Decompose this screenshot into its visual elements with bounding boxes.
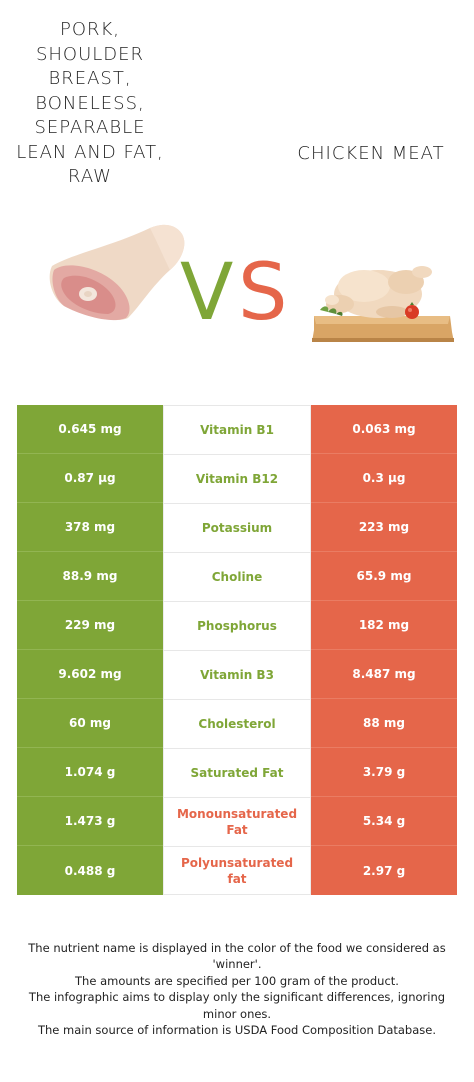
left-value: 88.9 mg [17, 552, 163, 601]
table-row: 378 mg Potassium 223 mg [17, 503, 457, 552]
nutrient-name: Phosphorus [163, 601, 311, 650]
left-value: 60 mg [17, 699, 163, 748]
left-value: 378 mg [17, 503, 163, 552]
table-row: 1.473 g Monounsaturated Fat 5.34 g [17, 797, 457, 846]
nutrient-name: Monounsaturated Fat [163, 797, 311, 846]
nutrient-name: Cholesterol [163, 699, 311, 748]
table-row: 0.488 g Polyunsaturated fat 2.97 g [17, 846, 457, 895]
whole-chicken-on-board-image [312, 266, 454, 342]
right-value: 0.063 mg [311, 405, 457, 454]
left-food-title: Pork, Shoulder breast, boneless, separab… [16, 19, 164, 187]
footnote-line: The amounts are specified per 100 gram o… [75, 973, 399, 988]
nutrient-name: Vitamin B1 [163, 405, 311, 454]
right-value: 8.487 mg [311, 650, 457, 699]
table-row: 0.87 µg Vitamin B12 0.3 µg [17, 454, 457, 503]
table-row: 88.9 mg Choline 65.9 mg [17, 552, 457, 601]
nutrient-name: Choline [163, 552, 311, 601]
right-value: 223 mg [311, 503, 457, 552]
left-value: 229 mg [17, 601, 163, 650]
footnote-line: The main source of information is USDA F… [37, 1023, 436, 1038]
left-value: 1.473 g [17, 797, 163, 846]
right-value: 0.3 µg [311, 454, 457, 503]
vs-letter-s: S [238, 248, 288, 338]
footnote-line: The infographic aims to display only the… [28, 990, 446, 1021]
right-food-title: Chicken meat [297, 143, 445, 164]
nutrient-name: Saturated Fat [163, 748, 311, 797]
table-row: 9.602 mg Vitamin B3 8.487 mg [17, 650, 457, 699]
left-value: 9.602 mg [17, 650, 163, 699]
left-value: 0.488 g [17, 846, 163, 895]
nutrient-comparison-table: 0.645 mg Vitamin B1 0.063 mg 0.87 µg Vitamin… [17, 405, 457, 895]
footnote-line: The nutrient name is displayed in the co… [28, 941, 446, 972]
table-row: 1.074 g Saturated Fat 3.79 g [17, 748, 457, 797]
right-value: 3.79 g [311, 748, 457, 797]
left-value: 1.074 g [17, 748, 163, 797]
nutrient-name: Vitamin B3 [163, 650, 311, 699]
nutrient-name: Polyunsaturated fat [163, 846, 311, 895]
right-value: 2.97 g [311, 846, 457, 895]
vs-letter-v: V [180, 248, 234, 338]
table-row: 60 mg Cholesterol 88 mg [17, 699, 457, 748]
right-value: 182 mg [311, 601, 457, 650]
right-value: 65.9 mg [311, 552, 457, 601]
left-value: 0.645 mg [17, 405, 163, 454]
table-row: 0.645 mg Vitamin B1 0.063 mg [17, 405, 457, 454]
left-value: 0.87 µg [17, 454, 163, 503]
table-row: 229 mg Phosphorus 182 mg [17, 601, 457, 650]
right-value: 88 mg [311, 699, 457, 748]
nutrient-name: Potassium [163, 503, 311, 552]
nutrient-name: Vitamin B12 [163, 454, 311, 503]
footnote: The nutrient name is displayed in the co… [14, 940, 460, 1038]
pork-shoulder-image [49, 224, 185, 321]
right-value: 5.34 g [311, 797, 457, 846]
